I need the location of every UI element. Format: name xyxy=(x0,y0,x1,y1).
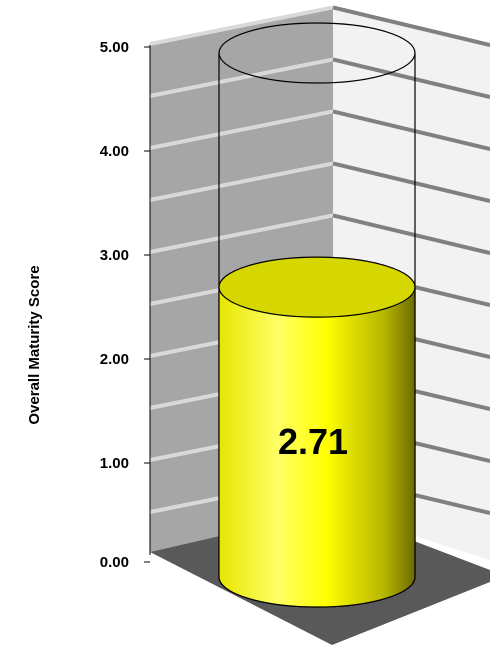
gridline-side xyxy=(332,109,490,152)
y-tick-label: 2.00 xyxy=(100,351,129,368)
y-tick-label: 0.00 xyxy=(100,554,129,571)
bar-fill xyxy=(218,286,416,608)
y-tick-label: 5.00 xyxy=(100,39,129,56)
gridline-side xyxy=(332,57,490,100)
y-tick-label: 4.00 xyxy=(100,143,129,160)
gridline-back xyxy=(149,213,334,254)
data-label: 2.71 xyxy=(278,421,348,462)
y-tick-label: 1.00 xyxy=(100,455,129,472)
y-axis-tick-labels: 0.00 1.00 2.00 3.00 4.00 5.00 xyxy=(100,39,129,571)
y-tick-label: 3.00 xyxy=(100,247,129,264)
gridline-side xyxy=(332,5,490,48)
gridline-back xyxy=(149,5,334,46)
gridline-side xyxy=(332,161,490,204)
y-axis-ticks xyxy=(144,46,150,563)
bar-fill-top xyxy=(218,256,416,318)
y-axis-title: Overall Maturity Score xyxy=(26,265,43,424)
gridline-side xyxy=(332,213,490,256)
gridline-back xyxy=(149,109,334,150)
gridline-back xyxy=(149,57,334,98)
bar-capacity-top xyxy=(218,22,416,84)
gridline-back xyxy=(149,161,334,202)
bar-cylinder xyxy=(218,22,416,608)
